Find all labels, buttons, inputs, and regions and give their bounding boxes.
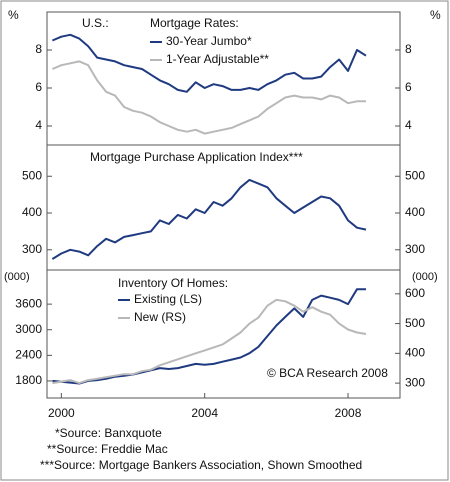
y-tick-label: 500 <box>405 168 425 182</box>
y-tick-label: 300 <box>22 242 42 256</box>
y-tick-label: 2400 <box>15 348 42 362</box>
region-label: U.S.: <box>82 16 109 30</box>
footnote: *Source: Banxquote <box>55 426 162 440</box>
y-tick-label: 4 <box>35 118 42 132</box>
series-line <box>52 33 367 93</box>
series-line <box>52 288 366 385</box>
footnote: **Source: Freddie Mac <box>47 442 168 456</box>
y2-tick-label: 400 <box>405 346 425 360</box>
series-line <box>52 298 367 385</box>
y-tick-label: 4 <box>405 118 412 132</box>
y2-tick-label: 600 <box>405 286 425 300</box>
y-tick-label: 8 <box>35 42 42 56</box>
panel-title: Inventory Of Homes: <box>118 276 228 290</box>
y-unit: (000) <box>4 271 30 283</box>
x-tick-label: 2008 <box>335 406 362 420</box>
legend-label: New (RS) <box>134 310 186 324</box>
series-line <box>52 60 366 135</box>
footnote: ***Source: Mortgage Bankers Association,… <box>40 458 362 472</box>
y2-unit: (000) <box>412 271 438 283</box>
panel-title: Mortgage Rates: <box>150 16 239 30</box>
panel-title: Mortgage Purchase Application Index*** <box>90 150 303 164</box>
legend-label: 30-Year Jumbo* <box>166 34 252 48</box>
y-tick-label: 3600 <box>15 296 42 310</box>
y-tick-label: 8 <box>405 42 412 56</box>
y2-tick-label: 500 <box>405 316 425 330</box>
x-tick-label: 2000 <box>48 406 75 420</box>
legend-label: 1-Year Adjustable** <box>166 52 269 66</box>
y-tick-label: 400 <box>22 205 42 219</box>
y-tick-label: 300 <box>405 242 425 256</box>
y-tick-label: 400 <box>405 205 425 219</box>
y-tick-label: 3000 <box>15 322 42 336</box>
y2-tick-label: 300 <box>405 375 425 389</box>
x-tick-label: 2004 <box>191 406 218 420</box>
plot-frame <box>46 11 401 399</box>
y-tick-label: 500 <box>22 168 42 182</box>
legend-label: Existing (LS) <box>134 292 202 306</box>
annotation: © BCA Research 2008 <box>267 366 388 380</box>
series-line <box>51 178 367 260</box>
y-unit: % <box>8 8 19 22</box>
y-tick-label: 6 <box>35 80 42 94</box>
y-tick-label: 6 <box>405 80 412 94</box>
y-tick-label: 1800 <box>15 373 42 387</box>
y-unit: % <box>430 8 441 22</box>
